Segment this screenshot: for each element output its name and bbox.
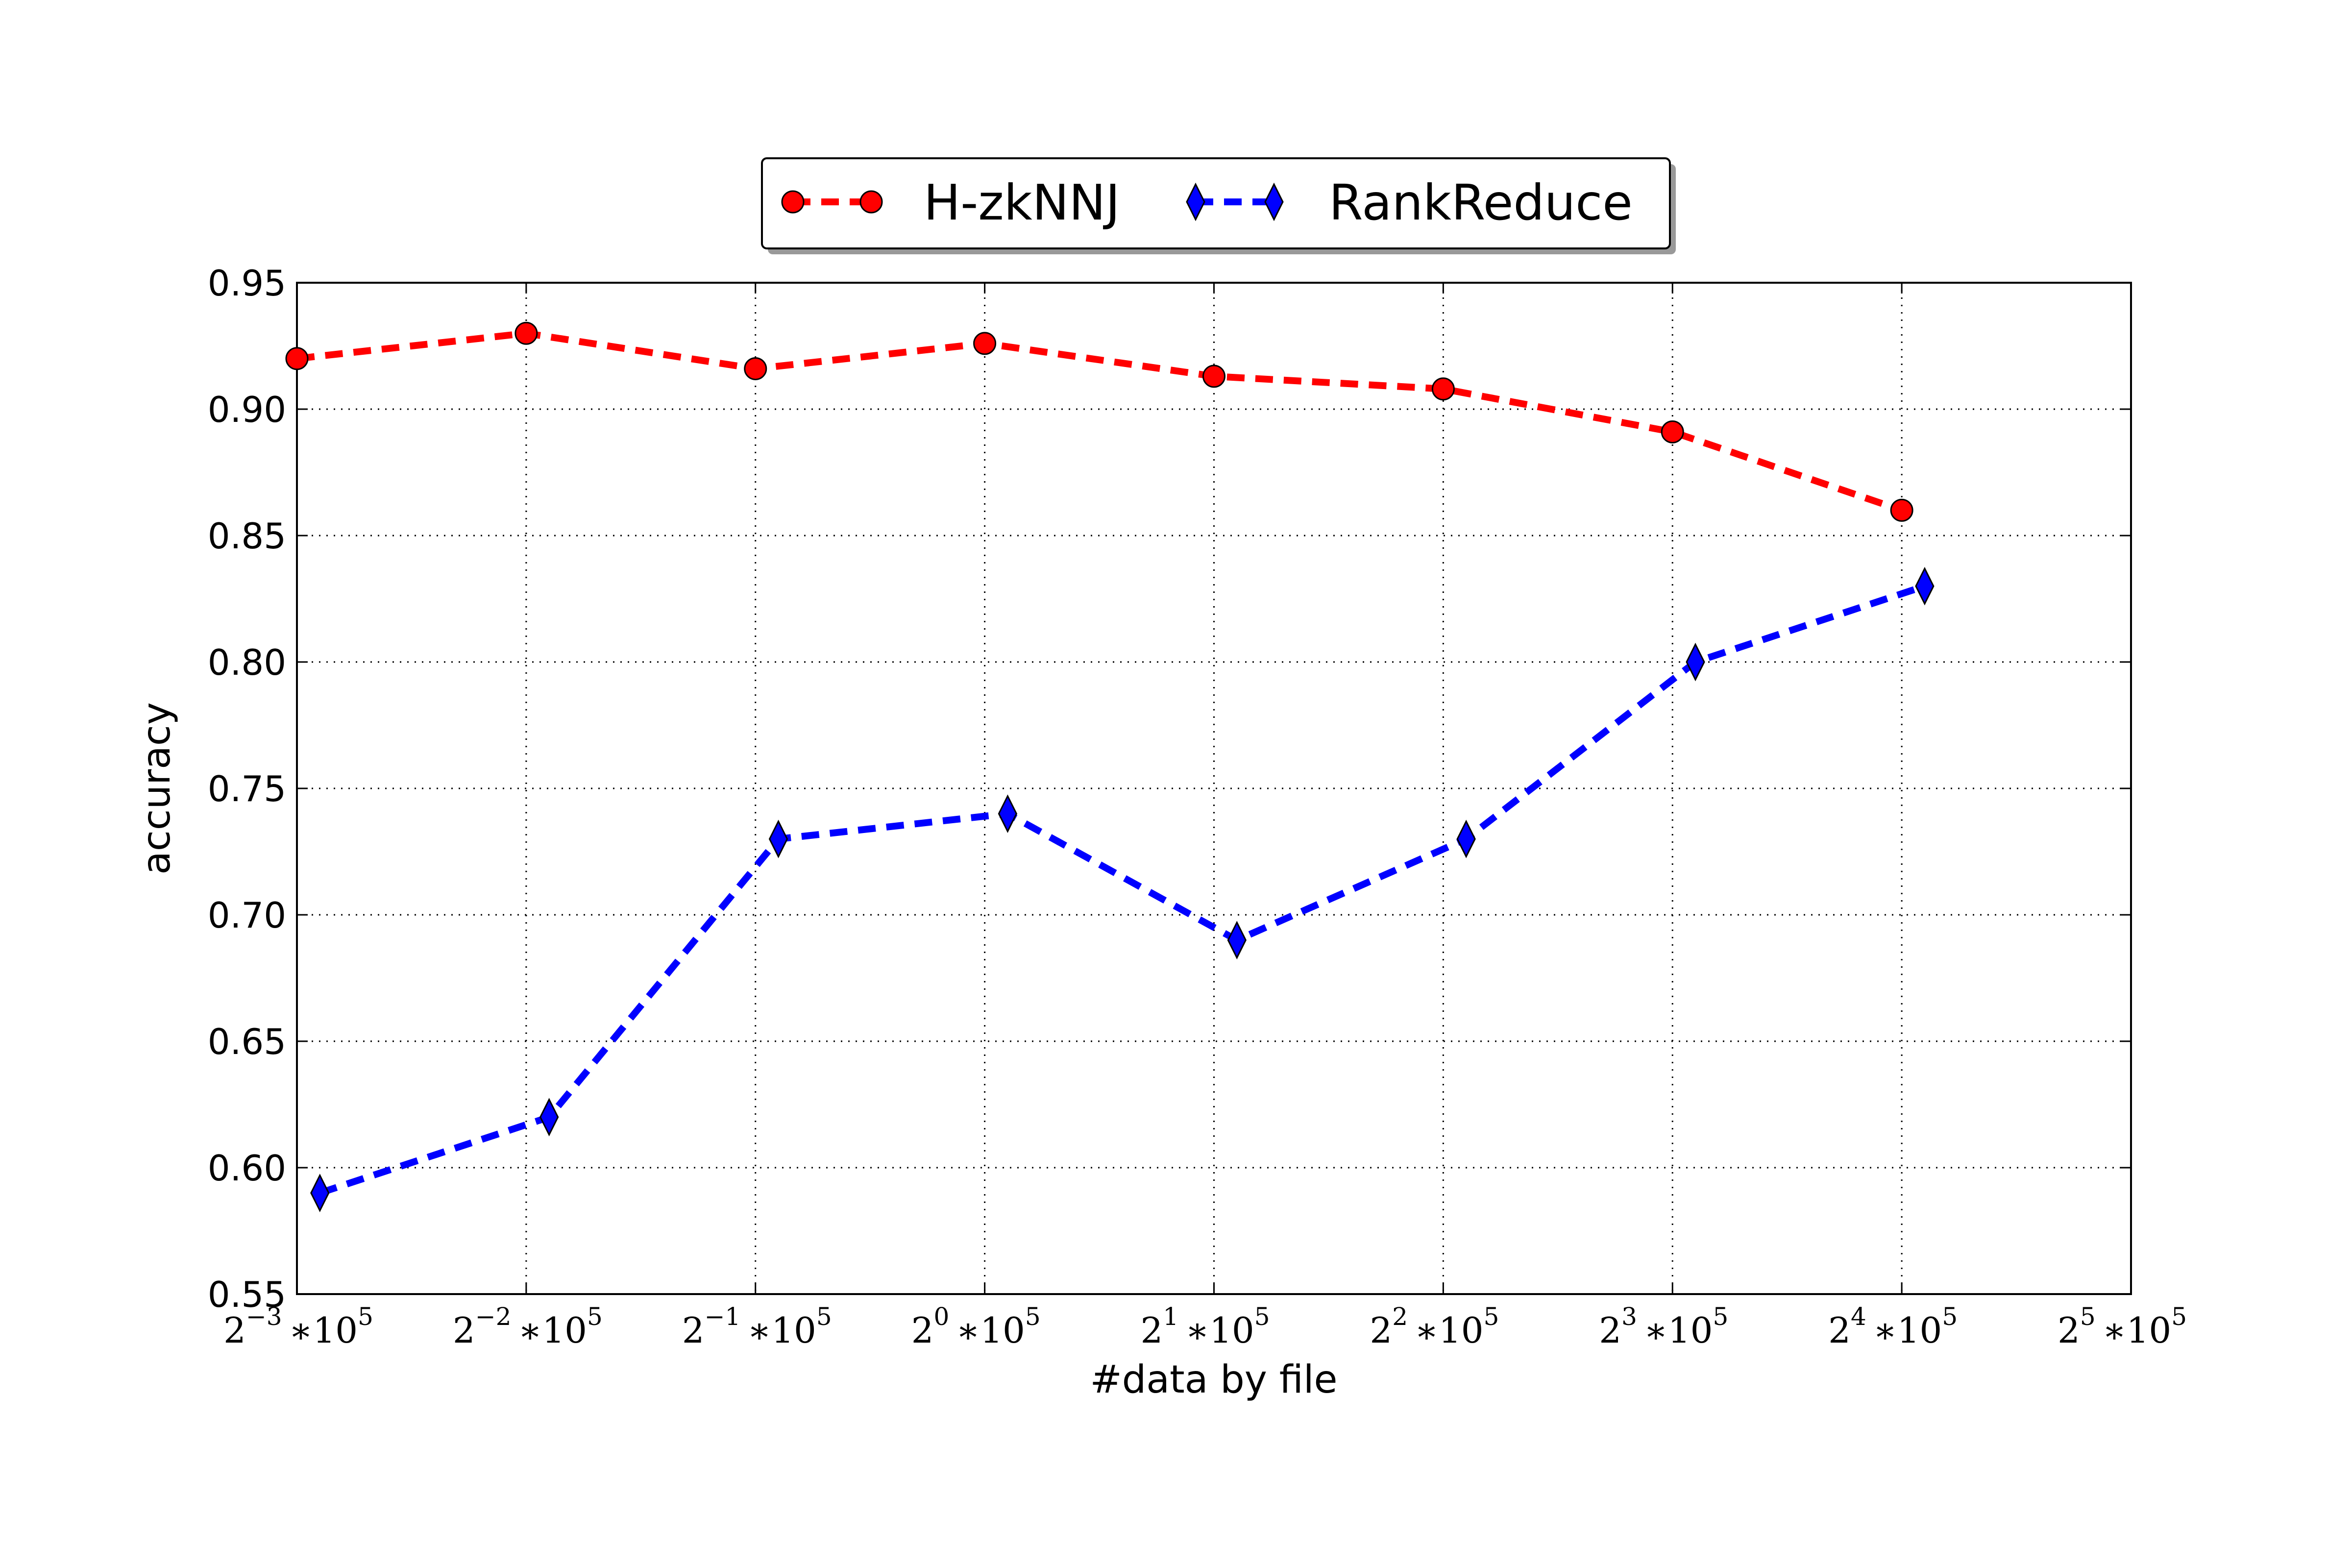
- legend-marker: [859, 190, 883, 214]
- x-tick-label: 25 ∗105: [2058, 1302, 2187, 1351]
- y-tick-label: 0.60: [208, 1148, 286, 1189]
- data-point: [1202, 365, 1225, 388]
- legend-marker: [1186, 182, 1205, 221]
- data-point: [1915, 566, 1935, 606]
- data-point: [973, 332, 997, 355]
- data-point: [285, 347, 309, 370]
- axis-ticks: 0.55 0.60 0.65 0.70 0.75 0.80 0.85 0.90 0.95 2−3 ∗…: [208, 263, 2187, 1351]
- data-point: [768, 819, 788, 858]
- data-point: [1227, 921, 1247, 959]
- x-tick-label: 24 ∗105: [1828, 1302, 1958, 1351]
- x-tick-label: 2−3 ∗105: [223, 1302, 373, 1351]
- data-point: [514, 321, 538, 345]
- data-point: [310, 1174, 330, 1212]
- series: [285, 321, 1935, 1212]
- data-point: [1661, 420, 1684, 443]
- data-point: [1456, 819, 1476, 858]
- series-line: [296, 330, 1903, 514]
- x-tick-label: 20 ∗105: [911, 1302, 1041, 1351]
- legend-entry: H-zkNNJ: [781, 174, 1120, 231]
- y-tick-label: 0.65: [208, 1021, 286, 1062]
- y-tick-label: 0.90: [208, 389, 286, 430]
- x-tick-label: 22 ∗105: [1370, 1302, 1499, 1351]
- x-tick-label: 2−2 ∗105: [453, 1302, 603, 1351]
- legend-label: H-zkNNJ: [924, 174, 1120, 231]
- y-tick-label: 0.75: [208, 768, 286, 809]
- legend-marker: [1264, 182, 1284, 221]
- data-point: [1686, 642, 1705, 682]
- series-h-zknnj: [285, 321, 1913, 522]
- data-point: [1890, 498, 1913, 522]
- x-axis-label: #data by file: [1090, 1358, 1337, 1402]
- x-tick-label: 23 ∗105: [1599, 1302, 1728, 1351]
- x-tick-label: 21 ∗105: [1141, 1302, 1270, 1351]
- legend-entry: RankReduce: [1186, 174, 1633, 231]
- legend: H-zkNNJ RankReduce: [761, 157, 1676, 254]
- data-point: [539, 1098, 559, 1137]
- y-tick-label: 0.70: [208, 895, 286, 936]
- legend-label: RankReduce: [1329, 174, 1633, 231]
- data-point: [998, 794, 1018, 833]
- y-tick-label: 0.95: [208, 263, 286, 304]
- x-tick-label: 2−1 ∗105: [682, 1302, 832, 1351]
- legend-box: [761, 157, 1671, 249]
- y-axis-label: accuracy: [135, 702, 179, 875]
- legend-marker: [781, 190, 805, 214]
- data-point: [1431, 377, 1455, 401]
- y-tick-label: 0.85: [208, 515, 286, 557]
- data-point: [744, 357, 767, 380]
- y-tick-label: 0.80: [208, 642, 286, 683]
- series-line: [318, 583, 1926, 1197]
- y-tick-label: 0.55: [208, 1274, 286, 1315]
- series-rankreduce: [310, 566, 1935, 1212]
